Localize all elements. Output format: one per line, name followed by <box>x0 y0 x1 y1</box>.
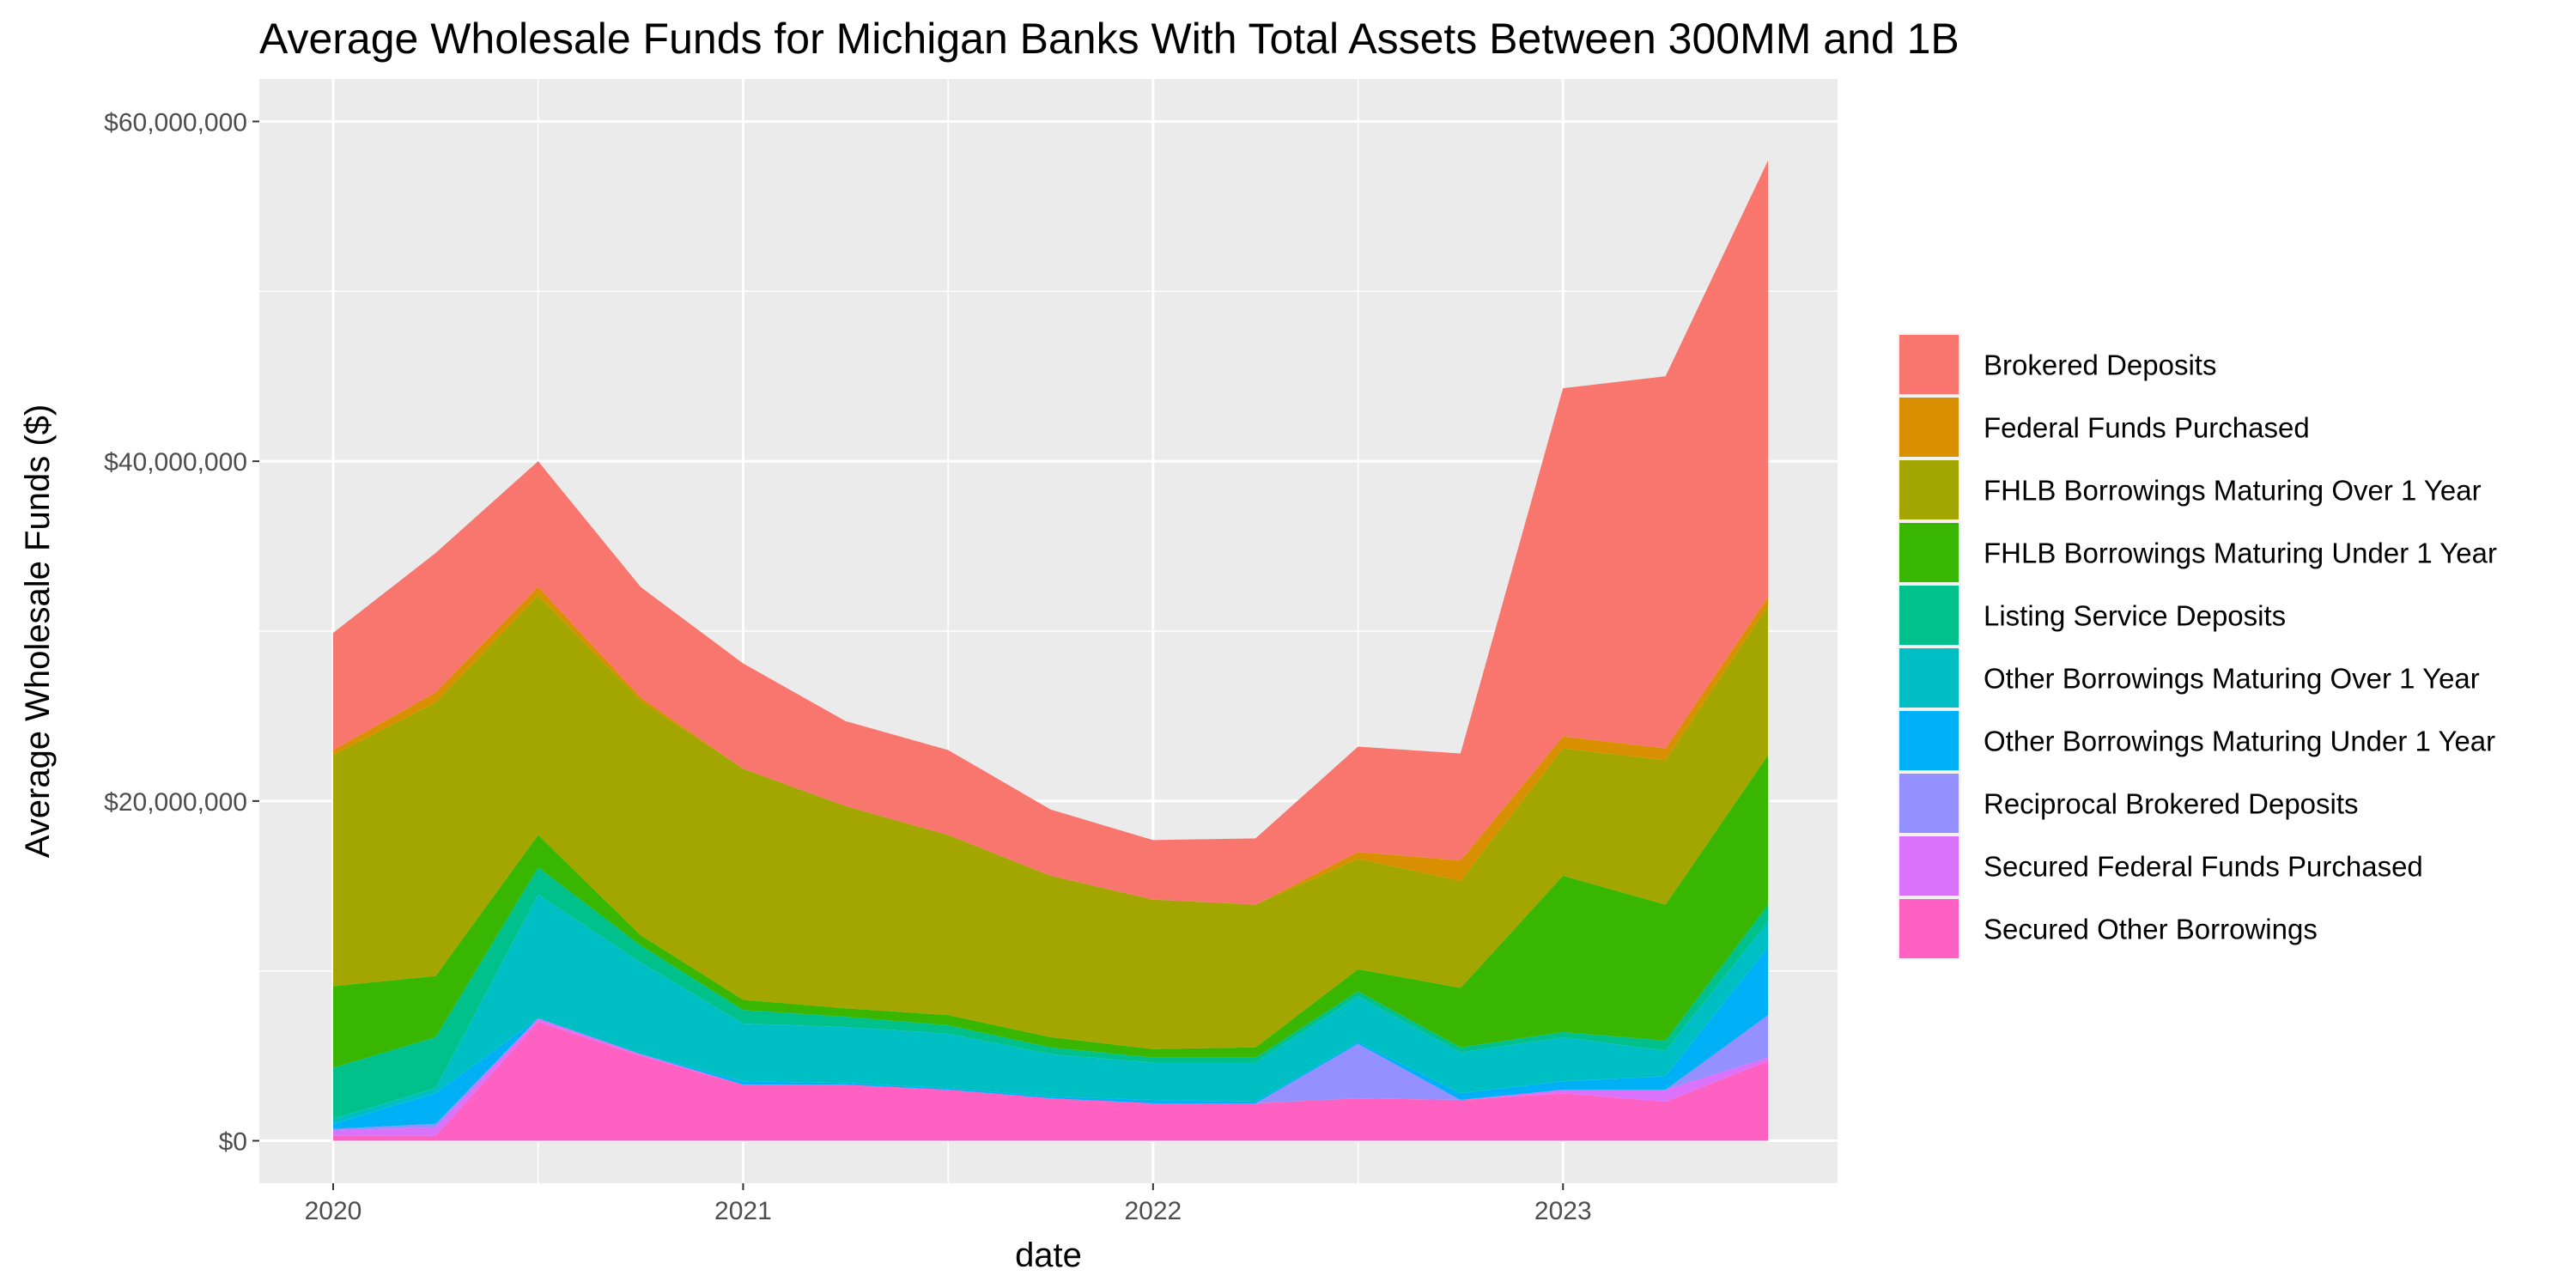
area-other-borrowings-maturing-over-1-year <box>333 894 1768 1124</box>
legend-label-federal-funds-purchased: Federal Funds Purchased <box>1984 412 2310 444</box>
legend-swatch-secured-federal-funds-purchased <box>1899 836 1959 896</box>
area-fhlb-borrowings-maturing-under-1-year <box>333 755 1768 1068</box>
legend-swatch-other-borrowings-maturing-under-1-year <box>1899 711 1959 770</box>
legend-swatch-fhlb-borrowings-maturing-under-1-year <box>1899 523 1959 582</box>
legend-label-fhlb-borrowings-maturing-over-1-year: FHLB Borrowings Maturing Over 1 Year <box>1984 475 2482 507</box>
legend-label-other-borrowings-maturing-under-1-year: Other Borrowings Maturing Under 1 Year <box>1984 726 2495 757</box>
legend-label-brokered-deposits: Brokered Deposits <box>1984 349 2216 381</box>
legend-label-reciprocal-brokered-deposits: Reciprocal Brokered Deposits <box>1984 788 2359 820</box>
y-tick-label: $60,000,000 <box>104 108 247 137</box>
legend-label-secured-other-borrowings: Secured Other Borrowings <box>1984 914 2318 945</box>
y-tick-label: $20,000,000 <box>104 788 247 817</box>
area-fhlb-borrowings-maturing-over-1-year <box>333 595 1768 1049</box>
x-tick-label: 2021 <box>714 1197 772 1225</box>
x-tick-label: 2022 <box>1124 1197 1182 1225</box>
legend-swatch-brokered-deposits <box>1899 335 1959 394</box>
y-tick-label: $40,000,000 <box>104 448 247 477</box>
legend-label-listing-service-deposits: Listing Service Deposits <box>1984 600 2286 632</box>
legend-swatch-listing-service-deposits <box>1899 586 1959 645</box>
area-secured-other-borrowings <box>333 1022 1768 1141</box>
y-axis-title: Average Wholesale Funds ($) <box>19 404 57 858</box>
x-tick-label: 2020 <box>305 1197 362 1225</box>
legend-swatch-secured-other-borrowings <box>1899 899 1959 958</box>
legend: Brokered Deposits Federal Funds Purchased… <box>1898 333 2497 960</box>
chart-title: Average Wholesale Funds for Michigan Ban… <box>259 15 1959 63</box>
legend-swatch-fhlb-borrowings-maturing-over-1-year <box>1899 460 1959 519</box>
axes: $0 $20,000,000 $40,000,000 $60,000,000 2020 2… <box>104 108 1592 1225</box>
x-axis-title: date <box>1015 1236 1082 1274</box>
legend-swatch-federal-funds-purchased <box>1899 398 1959 457</box>
x-tick-label: 2023 <box>1534 1197 1592 1225</box>
legend-swatch-other-borrowings-maturing-over-1-year <box>1899 648 1959 708</box>
stacked-areas <box>333 160 1768 1141</box>
y-tick-label: $0 <box>219 1128 247 1157</box>
legend-label-fhlb-borrowings-maturing-under-1-year: FHLB Borrowings Maturing Under 1 Year <box>1984 538 2497 569</box>
legend-swatch-reciprocal-brokered-deposits <box>1899 774 1959 833</box>
area-brokered-deposits <box>333 160 1768 905</box>
legend-label-other-borrowings-maturing-over-1-year: Other Borrowings Maturing Over 1 Year <box>1984 663 2480 695</box>
legend-label-secured-federal-funds-purchased: Secured Federal Funds Purchased <box>1984 851 2423 883</box>
